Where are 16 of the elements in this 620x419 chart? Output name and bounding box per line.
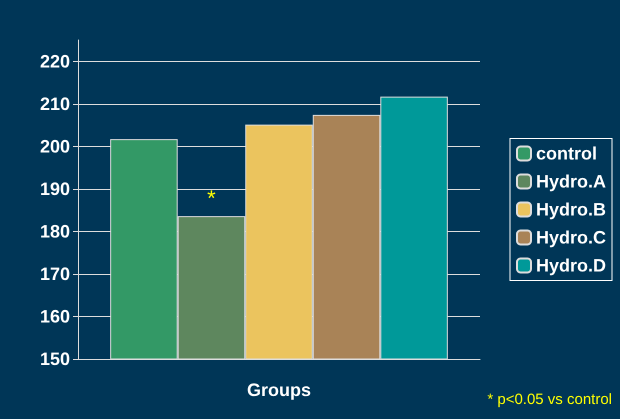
y-tick-label: 210	[40, 94, 70, 114]
x-axis-title: Groups	[246, 380, 312, 400]
y-tick-label: 160	[40, 306, 70, 326]
y-tick-label: 190	[40, 178, 70, 199]
legend-label: control	[536, 144, 597, 164]
y-tick-label: 150	[40, 349, 70, 369]
y-tick-label: 170	[40, 264, 70, 284]
legend-label: Hydro.B	[536, 200, 606, 220]
y-tick-label: 180	[40, 221, 70, 242]
y-tick-label: 220	[40, 51, 70, 72]
y-tick-label: 200	[40, 136, 70, 156]
legend-label: Hydro.D	[536, 256, 606, 276]
legend-label: Hydro.A	[536, 172, 606, 192]
text: * p<0.05 vs control	[487, 391, 612, 408]
legend-label: Hydro.C	[536, 228, 606, 248]
annotation: *	[207, 186, 216, 211]
